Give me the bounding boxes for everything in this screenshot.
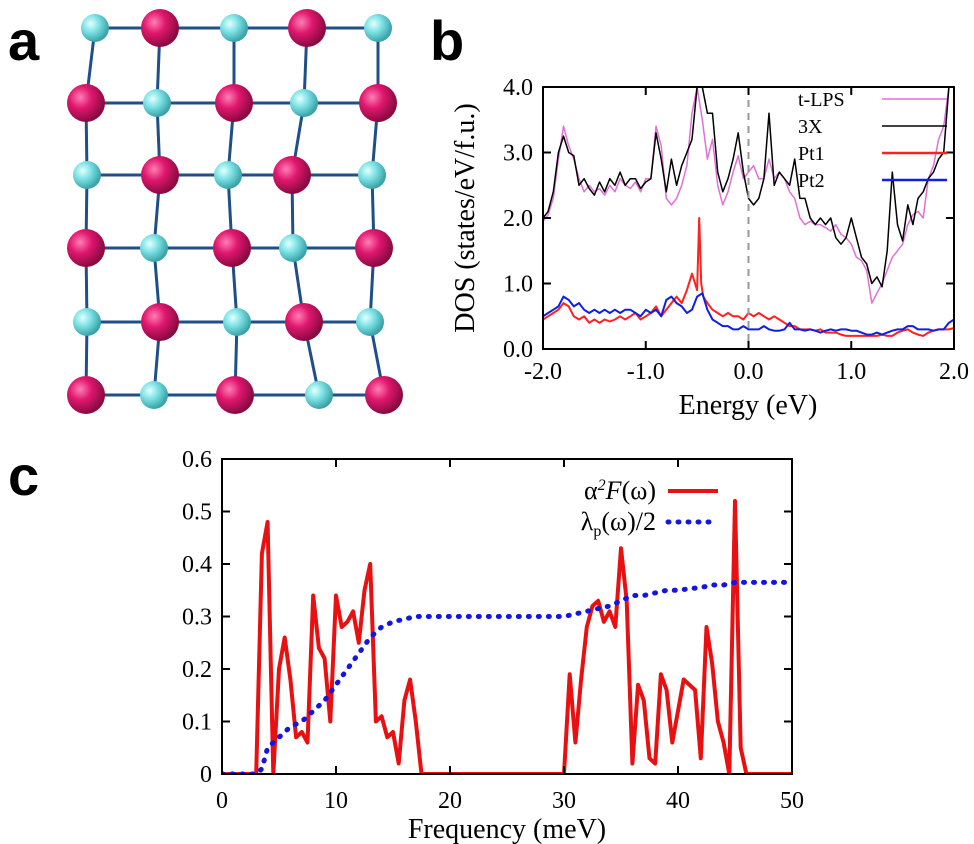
dos-chart: -2.0 -1.0 0.0 1.0 2.0 0.0 1.0 2.0 3.0 4.0 t-LPS 3X… [450,75,969,421]
dos-legend-label: 3X [798,116,823,138]
magenta-atom [141,9,179,47]
panel-a-letter: a [8,9,40,72]
eliashberg-y-tick-label: 0.5 [182,500,212,526]
cyan-atom [290,89,318,117]
dos-legend-label: Pt1 [798,143,825,165]
eliashberg-x-tick-label: 50 [780,788,804,814]
cyan-atom [356,308,384,336]
magenta-atom [215,84,253,122]
eliashberg-y-tick-label: 0 [200,762,212,788]
dos-y-tick-label: 2.0 [503,206,533,232]
cyan-atom [214,161,242,189]
magenta-atom [213,229,251,267]
dos-y-tick-label: 3.0 [503,141,533,167]
magenta-atom [365,376,403,414]
dos-x-axis-title: Energy (eV) [679,390,818,421]
magenta-atom [67,376,105,414]
eliashberg-y-tick-label: 0.4 [182,552,212,578]
eliashberg-chart: 0 10 20 30 40 50 0 0.1 0.2 0.3 0.4 0.5 0.6 α2F(ω)λp(… [182,447,804,844]
dos-y-tick-label: 4.0 [503,75,533,101]
magenta-atom [216,376,254,414]
dos-series-x3 [543,87,954,288]
dos-y-tick-label: 1.0 [503,272,533,298]
eliashberg-series-a2f [222,499,792,774]
eliashberg-x-tick-label: 10 [324,788,348,814]
dos-x-tick-label: 2.0 [939,359,969,385]
magenta-atom [288,9,326,47]
atomic-lattice [67,9,403,414]
cyan-atom [279,234,307,262]
eliashberg-legend-label: λp(ω)/2 [581,507,656,540]
eliashberg-x-tick-label: 30 [552,788,576,814]
eliashberg-legend: α2F(ω)λp(ω)/2 [581,476,721,540]
eliashberg-x-tick-label: 40 [666,788,690,814]
dos-series-pt2 [543,292,954,336]
magenta-atom [67,84,105,122]
eliashberg-y-tick-label: 0.2 [182,657,212,683]
dos-legend: t-LPS 3X Pt1 Pt2 [798,89,947,192]
cyan-atom [140,234,168,262]
eliashberg-y-tick-label: 0.1 [182,710,212,736]
dos-x-tick-label: -1.0 [627,359,665,385]
dos-legend-label: t-LPS [798,89,845,111]
cyan-atom [305,381,333,409]
dos-legend-label: Pt2 [798,170,825,192]
lattice-bonds [84,26,386,397]
eliashberg-y-tick-label: 0.6 [182,447,212,473]
eliashberg-x-axis-title: Frequency (meV) [408,814,606,844]
cyan-atom [73,161,101,189]
dos-series-tlps [543,87,954,304]
magenta-atom [359,84,397,122]
cyan-atom [220,14,248,42]
cyan-atom [364,14,392,42]
cyan-atom [223,308,251,336]
magenta-atom [141,156,179,194]
eliashberg-series-lambda [222,579,792,774]
magenta-atom [141,303,179,341]
magenta-atom [285,303,323,341]
panel-b-letter: b [430,9,464,72]
cyan-atom [143,89,171,117]
panel-c-letter: c [8,444,39,507]
eliashberg-legend-label: α2F(ω) [584,476,656,505]
lattice-atoms [67,9,403,414]
magenta-atom [67,229,105,267]
dos-x-tick-label: -2.0 [524,359,562,385]
cyan-atom [73,308,101,336]
cyan-atom [358,161,386,189]
eliashberg-x-tick-label: 20 [438,788,462,814]
eliashberg-y-tick-label: 0.3 [182,605,212,631]
cyan-atom [140,381,168,409]
dos-y-axis-title: DOS (states/eV/f.u.) [450,103,481,332]
dos-x-tick-label: 1.0 [836,359,866,385]
cyan-atom [81,14,109,42]
magenta-atom [273,156,311,194]
magenta-atom [355,229,393,267]
eliashberg-x-tick-label: 0 [216,788,228,814]
dos-x-tick-label: 0.0 [734,359,764,385]
dos-y-tick-label: 0.0 [503,337,533,363]
